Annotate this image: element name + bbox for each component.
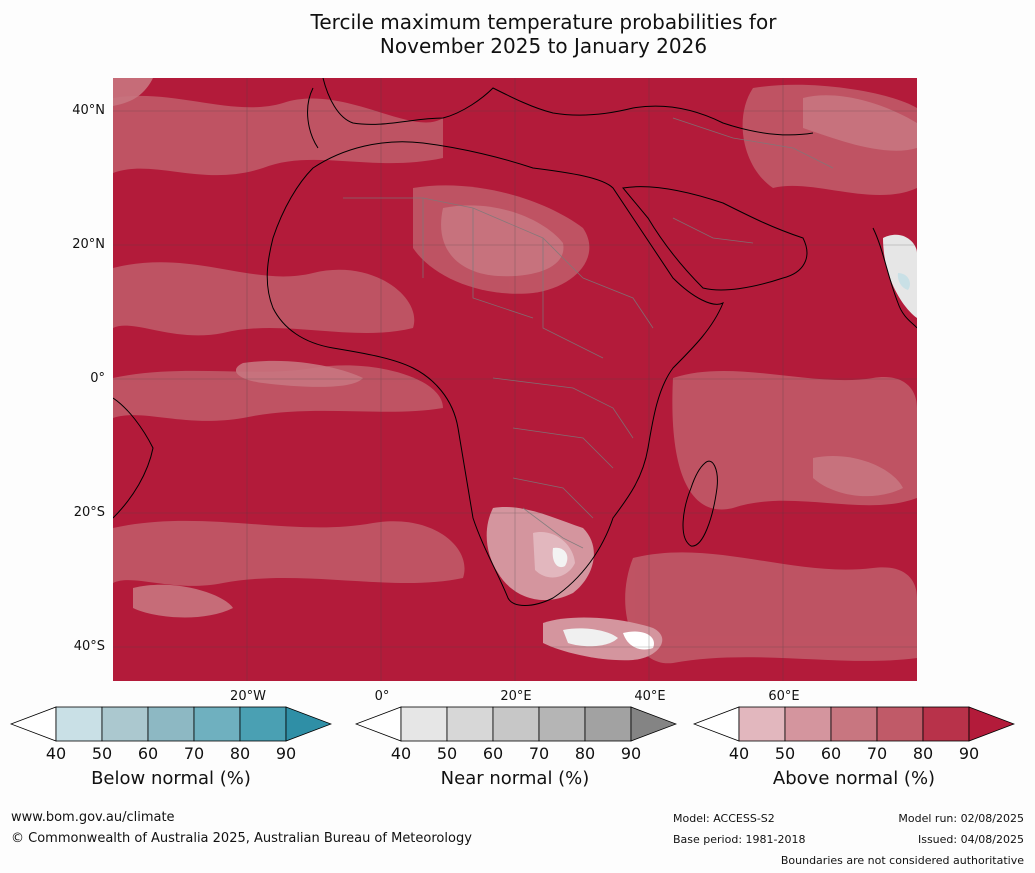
colorbar-segment bbox=[101, 706, 149, 742]
map-title: Tercile maximum temperature probabilitie… bbox=[0, 10, 1035, 58]
lat-label-20s: 20°S bbox=[73, 505, 105, 520]
copyright-text: © Commonwealth of Australia 2025, Austra… bbox=[11, 831, 472, 846]
lon-label-40e: 40°E bbox=[634, 689, 666, 704]
colorbar-segment bbox=[784, 706, 832, 742]
colorbar-tick-label: 80 bbox=[574, 744, 596, 763]
graticule bbox=[113, 78, 917, 681]
colorbar-low-extension bbox=[693, 706, 740, 742]
colorbar-segment bbox=[830, 706, 878, 742]
colorbar-above bbox=[693, 706, 1015, 742]
lon-label-20e: 20°E bbox=[500, 689, 532, 704]
title-line-2: November 2025 to January 2026 bbox=[379, 34, 708, 58]
colorbar-high-extension bbox=[968, 706, 1015, 742]
colorbar-below-ticks: 40 50 60 70 80 90 bbox=[10, 744, 332, 764]
colorbar-segment bbox=[446, 706, 494, 742]
colorbar-tick-label: 70 bbox=[866, 744, 888, 763]
colorbar-above-ticks: 40 50 60 70 80 90 bbox=[693, 744, 1015, 764]
base-period-text: Base period: 1981-2018 bbox=[673, 833, 806, 846]
colorbar-low-extension bbox=[10, 706, 57, 742]
colorbar-tick-label: 40 bbox=[390, 744, 412, 763]
country-borders bbox=[343, 117, 834, 549]
model-text: Model: ACCESS-S2 bbox=[673, 812, 775, 825]
colorbar-tick-label: 60 bbox=[137, 744, 159, 763]
model-run-text: Model run: 02/08/2025 bbox=[898, 812, 1024, 825]
colorbar-tick-label: 60 bbox=[820, 744, 842, 763]
colorbar-segment bbox=[55, 706, 103, 742]
colorbar-above-label: Above normal (%) bbox=[772, 768, 936, 789]
lon-label-60e: 60°E bbox=[768, 689, 800, 704]
colorbar-segment bbox=[876, 706, 924, 742]
colorbar-tick-label: 90 bbox=[620, 744, 642, 763]
probability-map bbox=[113, 78, 917, 681]
colorbar-tick-label: 50 bbox=[436, 744, 458, 763]
colorbar-segment bbox=[922, 706, 970, 742]
colorbar-near-ticks: 40 50 60 70 80 90 bbox=[355, 744, 677, 764]
coastlines bbox=[113, 78, 917, 606]
colorbar-segment bbox=[400, 706, 448, 742]
colorbar-tick-label: 80 bbox=[912, 744, 934, 763]
colorbar-tick-label: 60 bbox=[482, 744, 504, 763]
lat-label-20n: 20°N bbox=[72, 237, 105, 252]
colorbar-tick-label: 40 bbox=[45, 744, 67, 763]
colorbar-tick-label: 70 bbox=[528, 744, 550, 763]
colorbar-high-extension bbox=[630, 706, 677, 742]
colorbar-segment bbox=[147, 706, 195, 742]
colorbar-tick-label: 90 bbox=[275, 744, 297, 763]
colorbar-tick-label: 80 bbox=[229, 744, 251, 763]
boundaries-note: Boundaries are not considered authoritat… bbox=[780, 854, 1024, 867]
issued-text: Issued: 04/08/2025 bbox=[917, 833, 1024, 846]
colorbar-segment bbox=[492, 706, 540, 742]
colorbar-segment bbox=[239, 706, 287, 742]
lat-label-40s: 40°S bbox=[73, 639, 105, 654]
colorbar-tick-label: 70 bbox=[183, 744, 205, 763]
map-svg bbox=[113, 78, 917, 681]
colorbar-tick-label: 90 bbox=[958, 744, 980, 763]
colorbar-segment bbox=[584, 706, 632, 742]
colorbar-near bbox=[355, 706, 677, 742]
colorbar-below-label: Below normal (%) bbox=[91, 768, 251, 789]
lon-label-20w: 20°W bbox=[230, 689, 266, 704]
colorbar-segment bbox=[738, 706, 786, 742]
india-region bbox=[883, 234, 917, 318]
colorbar-segment bbox=[538, 706, 586, 742]
colorbar-tick-label: 50 bbox=[91, 744, 113, 763]
colorbar-high-extension bbox=[285, 706, 332, 742]
colorbar-low-extension bbox=[355, 706, 402, 742]
colorbar-tick-label: 40 bbox=[728, 744, 750, 763]
website-link[interactable]: www.bom.gov.au/climate bbox=[11, 810, 175, 825]
colorbar-below bbox=[10, 706, 332, 742]
southern-africa-region bbox=[486, 507, 594, 601]
colorbar-near-label: Near normal (%) bbox=[440, 768, 590, 789]
southern-ocean-patches bbox=[543, 617, 663, 661]
colorbar-segment bbox=[193, 706, 241, 742]
lon-label-0: 0° bbox=[374, 689, 390, 704]
above-60-70-regions bbox=[113, 78, 917, 618]
colorbar-tick-label: 50 bbox=[774, 744, 796, 763]
lat-label-0: 0° bbox=[90, 371, 105, 386]
lat-label-40n: 40°N bbox=[72, 103, 105, 118]
title-line-1: Tercile maximum temperature probabilitie… bbox=[310, 10, 777, 34]
